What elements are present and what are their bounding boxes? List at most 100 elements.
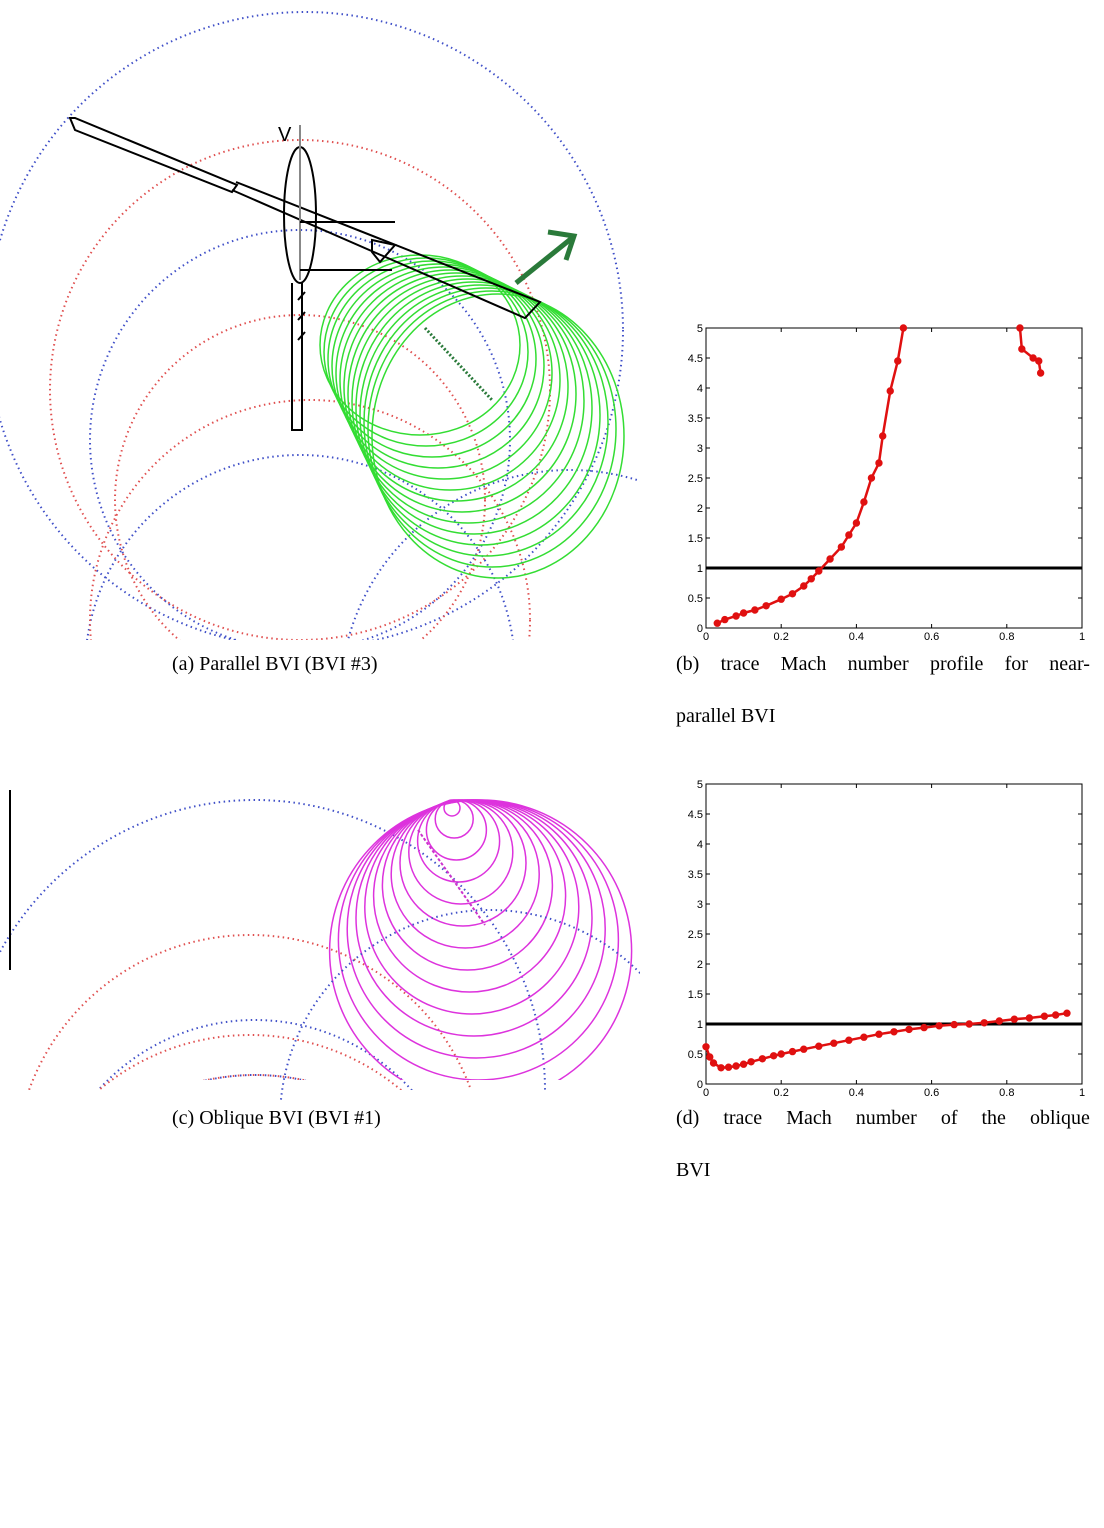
caption-d-word: (d) — [676, 1107, 700, 1129]
chart-b: 0 0.5 1 1.5 2 2.5 3 3.5 4 4.5 5 0 0.2 0.4 0.6 0.8 1 — [666, 320, 1104, 650]
wake-circle-red — [89, 399, 531, 841]
chart-b-data-point — [732, 612, 740, 620]
figure-a: V — [0, 0, 801, 931]
rotor-blade — [68, 117, 542, 320]
chart-d-data-point — [830, 1039, 838, 1047]
chart-d-data-point — [935, 1022, 943, 1030]
chart-d-data-point — [890, 1028, 898, 1036]
chart-b-ytick-label: 4 — [697, 383, 703, 395]
chart-b-data-point — [852, 519, 861, 527]
caption-d-word: trace — [723, 1107, 763, 1129]
chart-b-data-point — [815, 567, 823, 575]
caption-c: (c) Oblique BVI (BVI #1) — [172, 1107, 381, 1129]
chart-b-xtick-label: 0.6 — [924, 631, 939, 643]
velocity-label: V — [278, 124, 292, 146]
wavefront-circle — [359, 284, 601, 546]
chart-d-data-point — [1040, 1012, 1049, 1020]
chart-b-data-point — [762, 602, 770, 610]
caption-a: (a) Parallel BVI (BVI #3) — [172, 653, 378, 675]
wavefront-circle — [331, 263, 545, 469]
chart-d-data-point — [709, 1059, 718, 1067]
wavefront-circle — [327, 260, 537, 458]
caption-b-word: number — [847, 653, 909, 675]
bvi-trace — [423, 326, 494, 402]
chart-d-data-point — [1063, 1009, 1071, 1017]
chart-b-data-point — [1016, 324, 1024, 332]
chart-d-ytick-label: 2 — [697, 959, 703, 971]
caption-d-word: oblique — [1029, 1107, 1090, 1129]
chart-b-data-point — [807, 575, 815, 583]
wavefront-circle — [343, 272, 569, 502]
chart-d-data-point — [800, 1045, 808, 1053]
chart-d-data-point — [724, 1063, 733, 1071]
wake-circle-blue — [89, 229, 511, 651]
caption-d-word: of — [940, 1107, 958, 1129]
chart-d-xtick-label: 0 — [703, 1087, 709, 1099]
chart-d-ytick-label: 5 — [697, 779, 703, 791]
wavefront-circle — [371, 293, 625, 579]
chart-d-xtick-label: 0.4 — [849, 1087, 864, 1099]
chart-d-data-point — [1025, 1014, 1034, 1022]
mach-profile-chart-b: 0 0.5 1 1.5 2 2.5 3 3.5 4 4.5 5 0 0.2 0.4 0.6 0.8 1 — [688, 323, 1085, 643]
caption-b-word: near- — [1049, 653, 1090, 675]
chart-d-ytick-label: 0 — [697, 1079, 703, 1091]
caption-d-word: the — [981, 1107, 1006, 1129]
chart-d-data-point — [845, 1036, 853, 1044]
chart-d-plot-area — [705, 783, 1083, 1085]
chart-d-data-point — [875, 1030, 883, 1038]
chart-b-data-point — [837, 543, 846, 551]
chart-d-data-point — [920, 1023, 928, 1032]
chart-b-data-point — [1018, 345, 1026, 353]
chart-d-data-point — [702, 1043, 710, 1051]
chart-b-ytick-label: 1 — [697, 563, 703, 575]
chart-d-data-point — [905, 1025, 913, 1034]
chart-d-ytick-label: 3 — [697, 899, 703, 911]
chart-b-data-point — [867, 474, 876, 482]
wavefront-circle — [355, 281, 593, 535]
chart-d-xtick-label: 0.2 — [774, 1087, 789, 1099]
chart-b-series-line — [716, 327, 905, 625]
wavefront-circle — [363, 287, 609, 557]
chart-b-data-point — [886, 387, 894, 395]
chart-b-xtick-label: 0.8 — [999, 631, 1014, 643]
caption-b-line2: parallel BVI — [676, 705, 776, 727]
chart-b-ytick-label: 0.5 — [688, 593, 703, 605]
wavefront-circle — [335, 266, 553, 480]
chart-d-wrap: 0 0.5 1 1.5 2 2.5 3 3.5 4 4.5 5 0 0.2 0.4 0.6 0.8 1 — [666, 776, 1104, 1106]
chart-d-data-point — [739, 1060, 748, 1068]
mach-profile-chart-d: 0 0.5 1 1.5 2 2.5 3 3.5 4 4.5 5 0 0.2 0.4 0.6 0.8 1 — [688, 779, 1085, 1099]
chart-b-data-point — [777, 595, 785, 603]
chart-d-data-point — [965, 1020, 973, 1028]
chart-b-xtick-label: 1 — [1079, 631, 1085, 643]
chart-b-data-point — [713, 619, 721, 627]
chart-b-data-point — [800, 582, 808, 590]
caption-b-word: profile — [930, 653, 984, 675]
caption-d-word: number — [855, 1107, 917, 1129]
chart-b-data-point — [879, 432, 887, 440]
chart-b-xtick-label: 0.2 — [774, 631, 789, 643]
wavefront-circle — [347, 275, 577, 513]
chart-d-xtick-label: 0.8 — [999, 1087, 1014, 1099]
caption-b-word: for — [1004, 653, 1028, 675]
chart-b-xtick-label: 0.4 — [849, 631, 864, 643]
caption-b-word: trace — [720, 653, 760, 675]
chart-d-ytick-label: 0.5 — [688, 1049, 703, 1061]
chart-b-ytick-label: 3.5 — [688, 413, 703, 425]
caption-d-word: Mach — [786, 1107, 832, 1129]
chart-d-data-point — [1051, 1011, 1060, 1019]
chart-b-data-point — [860, 498, 868, 506]
figure-c-detail — [0, 800, 701, 1331]
oblique-bvi-detail — [279, 909, 701, 1331]
chart-b-data-point — [1036, 369, 1045, 377]
chart-d-data-point — [777, 1050, 785, 1058]
chart-b-data-point — [826, 555, 834, 563]
caption-d: (d) trace Mach number of the oblique BVI — [676, 1106, 1090, 1182]
parallel-bvi-diagram: V — [0, 11, 801, 931]
chart-b-data-point — [739, 609, 748, 617]
chart-b-data-point — [1029, 354, 1037, 362]
chart-d-data-point — [860, 1033, 868, 1041]
arrow-icon — [514, 229, 578, 285]
chart-b-data-point — [721, 615, 729, 624]
chart-b-ytick-label: 4.5 — [688, 353, 703, 365]
chart-d-data-point — [747, 1058, 755, 1066]
